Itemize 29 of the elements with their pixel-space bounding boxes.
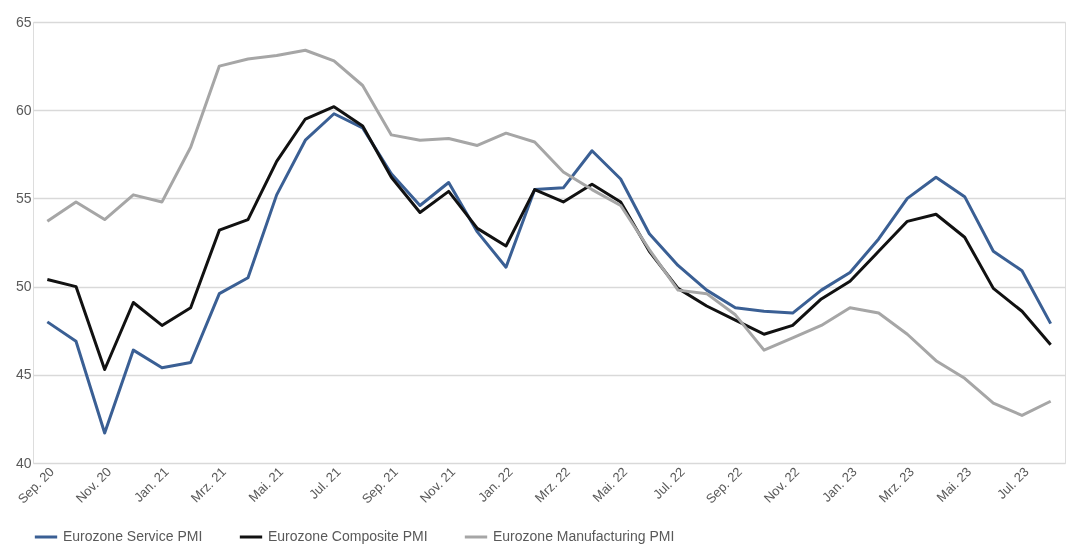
y-tick-label: 65 (15, 13, 32, 30)
legend-label: Eurozone Manufacturing PMI (493, 528, 675, 544)
x-tick-label: Jul. 23 (993, 464, 1032, 502)
y-tick-label: 45 (15, 366, 32, 383)
x-tick-label: Sep. 21 (358, 464, 402, 507)
y-tick-label: 50 (15, 278, 32, 295)
y-tick-label: 60 (15, 101, 32, 118)
x-tick-label: Jul. 22 (649, 464, 688, 502)
line-series (45, 112, 1053, 435)
legend-label: Eurozone Service PMI (63, 528, 203, 544)
x-tick-label: Sep. 22 (702, 464, 746, 507)
legend-label: Eurozone Composite PMI (268, 528, 428, 544)
x-tick-label: Nov. 20 (72, 464, 115, 506)
x-tick-label: Mrz. 22 (531, 464, 574, 506)
x-tick-label: Jul. 21 (305, 464, 344, 502)
x-tick-label: Nov. 22 (760, 464, 803, 506)
x-tick-label: Jan. 21 (130, 464, 172, 505)
x-tick-label: Nov. 21 (416, 464, 459, 506)
x-tick-label: Mrz. 23 (875, 464, 918, 506)
line-series (45, 48, 1053, 417)
x-tick-label: Mai. 23 (933, 464, 975, 505)
x-tick-label: Mai. 22 (589, 464, 631, 505)
x-tick-label: Jan. 22 (474, 464, 516, 505)
y-tick-label: 55 (15, 189, 32, 206)
x-tick-label: Mai. 21 (245, 464, 287, 505)
line-series (45, 105, 1053, 372)
y-tick-label: 40 (15, 454, 32, 471)
x-tick-label: Mrz. 21 (187, 464, 230, 506)
x-tick-label: Jan. 23 (818, 464, 860, 505)
